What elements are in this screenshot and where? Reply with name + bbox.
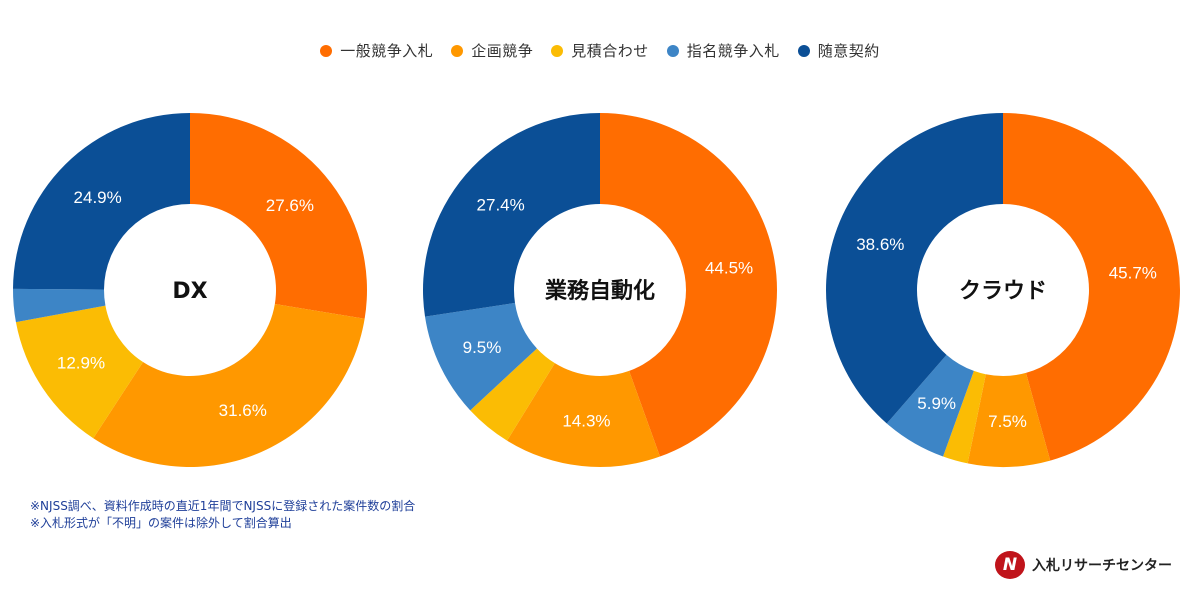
data-label: 24.9%: [74, 188, 122, 207]
data-label: 12.9%: [57, 354, 105, 373]
legend-swatch: [320, 44, 333, 57]
donut-slice: [425, 302, 537, 411]
footnote-source: ※NJSS調べ、資料作成時の直近1年間でNJSSに登録された案件数の割合: [30, 499, 416, 513]
data-label: 9.5%: [463, 338, 502, 357]
donut-slice: [423, 113, 600, 317]
legend-item: 見積合わせ: [551, 40, 649, 61]
footnotes: ※NJSS調べ、資料作成時の直近1年間でNJSSに登録された案件数の割合 ※入札…: [30, 498, 415, 532]
donut-slice: [943, 370, 986, 464]
data-label: 27.4%: [477, 196, 525, 215]
center-label: DX: [172, 279, 207, 304]
logo-icon: N: [995, 551, 1025, 579]
center-label: 業務自動化: [545, 278, 655, 304]
legend-swatch: [551, 44, 564, 57]
logo-text: 入札リサーチセンター: [1032, 558, 1172, 574]
donut-slice: [1003, 113, 1180, 461]
donut-slice: [15, 305, 144, 439]
data-label: 44.5%: [705, 258, 753, 277]
donut-slice: [13, 288, 106, 323]
data-label: 7.5%: [988, 412, 1027, 431]
legend-label: 見積合わせ: [571, 42, 649, 60]
donut-slice: [967, 372, 1051, 467]
donut-slice: [600, 113, 777, 457]
footnote-exclusion: ※入札形式が「不明」の案件は除外して割合算出: [30, 516, 292, 530]
chart-legend: 一般競争入札 企画競争 見積合わせ 指名競争入札 随意契約: [0, 40, 1200, 61]
legend-item: 指名競争入札: [666, 40, 780, 61]
donut-chart-1: 27.6% 31.6% 12.9% 24.9% DX: [13, 113, 367, 468]
legend-label: 随意契約: [817, 42, 880, 60]
donut-slice: [190, 113, 367, 319]
donut-chart-2: 44.5% 14.3% 9.5% 27.4% 業務自動化: [423, 113, 777, 467]
donut-slice: [93, 303, 365, 468]
donut-chart-3: 45.7% 7.5% 5.9% 38.6% クラウド: [826, 113, 1180, 467]
donut-slice: [13, 113, 190, 290]
data-label: 5.9%: [917, 394, 956, 413]
legend-label: 一般競争入札: [340, 42, 434, 60]
donut-slice: [826, 113, 1003, 424]
legend-item: 企画競争: [451, 40, 533, 61]
donut-slice: [507, 363, 660, 467]
data-label: 38.6%: [856, 235, 904, 254]
data-label: 45.7%: [1109, 263, 1157, 282]
brand-logo: N 入札リサーチセンター: [995, 551, 1172, 579]
data-label: 31.6%: [219, 401, 267, 420]
center-label: クラウド: [959, 279, 1047, 304]
donut-slice: [886, 354, 974, 457]
legend-label: 指名競争入札: [686, 42, 780, 60]
legend-swatch: [797, 44, 810, 57]
donut-slice: [470, 348, 555, 441]
legend-swatch: [451, 44, 464, 57]
data-label: 14.3%: [562, 411, 610, 430]
legend-label: 企画競争: [471, 42, 534, 60]
legend-swatch: [666, 44, 679, 57]
legend-item: 随意契約: [797, 40, 880, 61]
data-label: 27.6%: [266, 196, 314, 215]
legend-item: 一般競争入札: [320, 40, 433, 61]
